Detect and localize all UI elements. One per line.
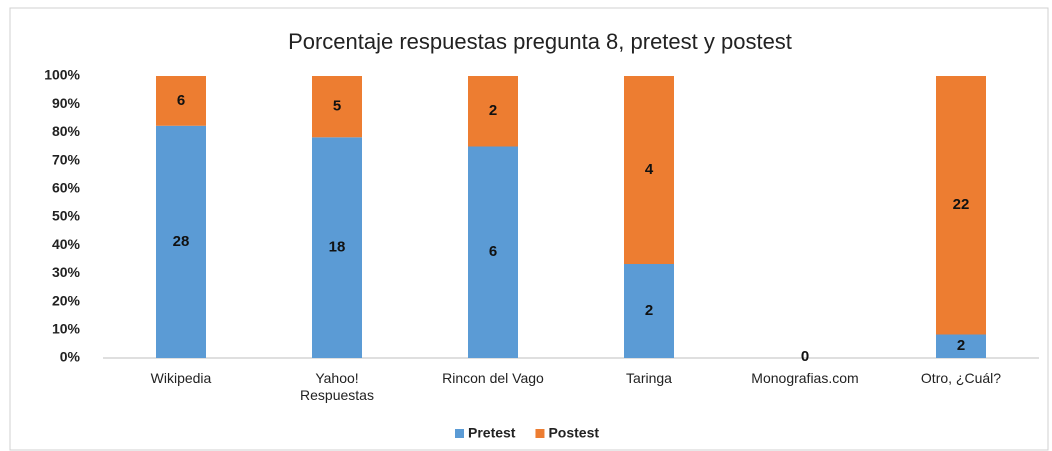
- bar-segment: [156, 76, 206, 126]
- data-label: 4: [645, 161, 654, 178]
- y-tick-label: 60%: [52, 180, 81, 196]
- legend-swatch: [535, 429, 545, 438]
- y-tick-label: 10%: [52, 321, 81, 337]
- x-tick-label: Taringa: [626, 370, 672, 386]
- y-tick-label: 100%: [44, 67, 80, 83]
- y-tick-label: 80%: [52, 123, 81, 139]
- x-tick-label: Rincon del Vago: [442, 370, 544, 386]
- y-tick-label: 30%: [52, 264, 81, 280]
- data-label: 5: [333, 98, 341, 115]
- data-label: 22: [953, 196, 970, 213]
- bar-segment: [468, 76, 518, 147]
- data-label: 2: [957, 337, 965, 354]
- data-label: 2: [645, 302, 653, 319]
- y-tick-label: 40%: [52, 236, 81, 252]
- legend-swatch: [455, 429, 464, 438]
- chart-title: Porcentaje respuestas pregunta 8, pretes…: [288, 29, 792, 54]
- x-tick-label: Monografias.com: [751, 370, 859, 386]
- data-label: 18: [329, 239, 346, 256]
- legend-label: Pretest: [468, 425, 516, 441]
- data-label: 0: [801, 348, 809, 365]
- data-label: 28: [173, 233, 190, 250]
- bar-segment: [936, 334, 986, 358]
- bar-segment: [468, 146, 518, 358]
- y-tick-label: 50%: [52, 208, 81, 224]
- y-tick-label: 90%: [52, 95, 81, 111]
- legend-label: Postest: [548, 425, 599, 441]
- data-label: 2: [489, 102, 497, 119]
- x-tick-label: Wikipedia: [150, 370, 212, 386]
- y-tick-label: 0%: [60, 349, 81, 365]
- bar-segment: [624, 76, 674, 264]
- y-tick-label: 70%: [52, 151, 81, 167]
- y-tick-label: 20%: [52, 292, 81, 308]
- bar-segment: [624, 264, 674, 358]
- x-tick-label: Otro, ¿Cuál?: [920, 370, 1002, 386]
- data-label: 6: [177, 92, 185, 109]
- data-label: 6: [489, 243, 497, 260]
- bar-segment: [312, 137, 362, 358]
- x-tick-label: Yahoo! Respuestas: [300, 370, 374, 403]
- bar-segment: [936, 76, 986, 335]
- bar-segment: [312, 76, 362, 138]
- bar-segment: [156, 125, 206, 358]
